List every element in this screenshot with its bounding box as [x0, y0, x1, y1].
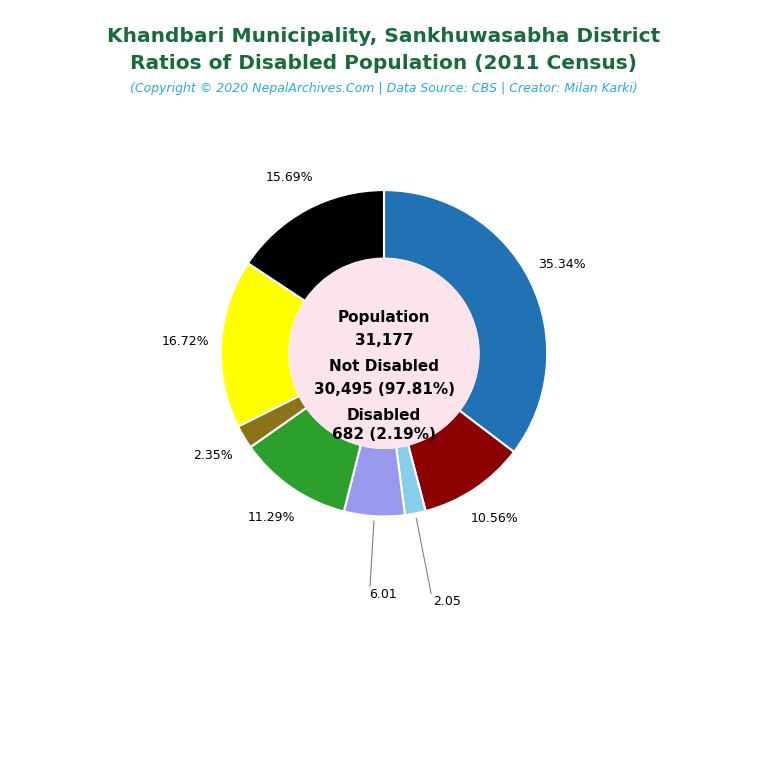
- Text: Ratios of Disabled Population (2011 Census): Ratios of Disabled Population (2011 Cens…: [131, 54, 637, 73]
- Text: 2.35%: 2.35%: [194, 449, 233, 462]
- Wedge shape: [408, 411, 514, 511]
- Text: 30,495 (97.81%): 30,495 (97.81%): [313, 382, 455, 397]
- Wedge shape: [221, 263, 305, 426]
- Text: Khandbari Municipality, Sankhuwasabha District: Khandbari Municipality, Sankhuwasabha Di…: [108, 27, 660, 46]
- Text: 2.05: 2.05: [432, 595, 461, 608]
- Text: 31,177: 31,177: [355, 333, 413, 348]
- Text: 16.72%: 16.72%: [161, 335, 209, 348]
- Text: 15.69%: 15.69%: [266, 171, 313, 184]
- Wedge shape: [344, 445, 405, 517]
- Text: 682 (2.19%): 682 (2.19%): [332, 427, 436, 442]
- Wedge shape: [250, 408, 361, 511]
- Text: 35.34%: 35.34%: [538, 258, 586, 271]
- Text: 6.01: 6.01: [369, 588, 397, 601]
- Wedge shape: [248, 190, 384, 301]
- Circle shape: [290, 259, 478, 448]
- Text: Population: Population: [338, 310, 430, 325]
- Text: 11.29%: 11.29%: [247, 511, 295, 524]
- Text: Not Disabled: Not Disabled: [329, 359, 439, 374]
- Wedge shape: [238, 396, 306, 447]
- Text: Disabled: Disabled: [347, 408, 421, 423]
- Text: 10.56%: 10.56%: [471, 512, 518, 525]
- Wedge shape: [384, 190, 547, 452]
- Wedge shape: [396, 445, 425, 515]
- Text: (Copyright © 2020 NepalArchives.Com | Data Source: CBS | Creator: Milan Karki): (Copyright © 2020 NepalArchives.Com | Da…: [130, 82, 638, 95]
